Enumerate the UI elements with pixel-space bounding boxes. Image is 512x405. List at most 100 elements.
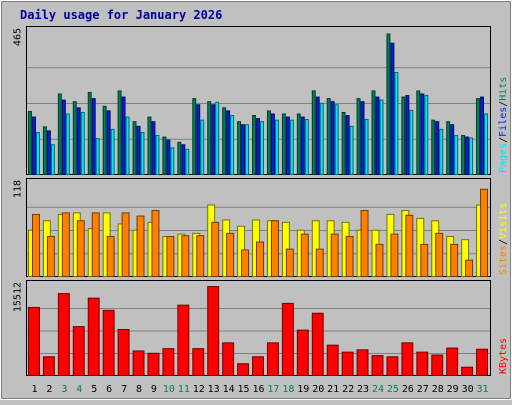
bar-sites-day-10 <box>166 236 175 278</box>
bar-pages-day-14 <box>230 115 235 175</box>
bar-pages-day-17 <box>274 119 279 176</box>
bar-sites-day-19 <box>300 233 309 277</box>
bar-hits-day-22 <box>341 111 346 175</box>
bar-visits-day-30 <box>461 239 470 278</box>
legend-sites: Sites <box>498 245 509 275</box>
bar-hits-day-23 <box>356 98 361 175</box>
bar-files-day-11 <box>181 144 186 176</box>
bar-sites-day-23 <box>360 210 369 277</box>
bar-pages-day-29 <box>454 135 459 175</box>
bar-visits-day-20 <box>311 220 320 278</box>
x-tick-label-day-1: 1 <box>31 384 37 395</box>
chart-title: Daily usage for January 2026 <box>20 8 222 22</box>
x-tick-label-day-10: 10 <box>163 384 175 395</box>
bar-kbytes-day-18 <box>281 302 294 376</box>
bar-sites-day-2 <box>46 236 55 278</box>
bar-hits-day-16 <box>252 115 256 175</box>
bar-pages-day-3 <box>65 113 70 175</box>
bar-sites-day-5 <box>91 212 100 277</box>
bar-pages-day-23 <box>364 119 369 175</box>
bar-hits-day-21 <box>326 98 331 175</box>
bar-files-day-26 <box>405 95 410 175</box>
bar-sites-day-1 <box>32 213 40 278</box>
bar-hits-day-6 <box>102 105 107 175</box>
x-tick-label-day-3: 3 <box>61 384 67 395</box>
legend-separator: / <box>498 101 509 107</box>
bar-sites-day-15 <box>241 249 250 277</box>
bar-pages-day-30 <box>469 137 474 175</box>
bar-pages-day-4 <box>80 111 85 175</box>
bar-sites-day-20 <box>315 248 324 278</box>
x-tick-label-day-4: 4 <box>76 384 82 395</box>
bar-sites-day-11 <box>181 235 190 278</box>
x-tick-label-day-28: 28 <box>432 384 444 395</box>
x-tick-label-day-23: 23 <box>357 384 369 395</box>
bar-sites-day-9 <box>151 210 160 277</box>
x-tick-label-day-19: 19 <box>297 384 309 395</box>
x-tick-label-day-8: 8 <box>136 384 142 395</box>
bar-sites-day-6 <box>106 236 115 278</box>
bar-files-day-1 <box>32 116 36 175</box>
bar-pages-day-16 <box>260 121 264 175</box>
bar-pages-day-19 <box>304 119 309 175</box>
bar-files-day-14 <box>226 110 231 176</box>
bar-sites-day-28 <box>435 232 444 278</box>
bar-files-day-15 <box>241 124 246 175</box>
bar-pages-day-15 <box>245 124 250 175</box>
bar-pages-day-2 <box>50 144 55 176</box>
bar-kbytes-day-27 <box>416 351 429 377</box>
bar-files-day-12 <box>196 104 201 175</box>
x-tick-label-day-22: 22 <box>342 384 354 395</box>
legend-hits-files-pages: Pages/Files/Hits <box>498 77 509 173</box>
bar-kbytes-day-1 <box>28 306 40 376</box>
x-tick-label-day-12: 12 <box>193 384 205 395</box>
bar-kbytes-day-19 <box>296 329 309 376</box>
bar-sites-day-22 <box>345 236 354 278</box>
bar-kbytes-day-13 <box>207 286 220 376</box>
bar-hits-day-31 <box>476 98 480 175</box>
x-tick-label-day-29: 29 <box>447 384 459 395</box>
bar-files-day-16 <box>256 118 260 175</box>
bar-hits-day-5 <box>87 91 92 175</box>
bar-kbytes-day-20 <box>311 312 324 376</box>
bar-kbytes-day-26 <box>401 342 414 376</box>
y-max-label-hits-files-pages: 465 <box>12 28 23 46</box>
bar-kbytes-day-23 <box>356 349 369 376</box>
x-tick-label-day-21: 21 <box>327 384 339 395</box>
bar-kbytes-day-6 <box>102 309 115 377</box>
bar-sites-day-16 <box>256 241 264 278</box>
bar-pages-day-11 <box>185 148 190 175</box>
bar-kbytes-day-10 <box>162 348 175 377</box>
x-tick-label-day-6: 6 <box>106 384 112 395</box>
bar-pages-day-22 <box>349 125 354 175</box>
bar-files-day-27 <box>420 93 425 175</box>
bar-kbytes-day-28 <box>431 354 444 376</box>
bar-pages-day-20 <box>319 102 324 175</box>
bar-sites-day-14 <box>226 232 235 278</box>
bar-files-day-28 <box>435 121 440 175</box>
bar-hits-day-25 <box>386 33 391 176</box>
bar-files-day-18 <box>285 116 290 175</box>
bar-files-day-24 <box>375 96 380 175</box>
x-tick-label-day-17: 17 <box>267 384 279 395</box>
bar-hits-day-18 <box>281 113 286 175</box>
bar-sites-day-24 <box>375 243 384 277</box>
x-tick-label-day-7: 7 <box>121 384 127 395</box>
outer-border-dark <box>1 1 511 399</box>
bar-kbytes-day-29 <box>446 347 459 377</box>
bar-pages-day-24 <box>379 99 384 175</box>
y-max-label-visits-sites: 118 <box>12 180 23 198</box>
x-tick-label-day-30: 30 <box>462 384 474 395</box>
bar-hits-day-28 <box>431 119 436 176</box>
bar-kbytes-day-16 <box>252 356 264 377</box>
legend-visits: Visits <box>498 203 509 239</box>
x-tick-label-day-5: 5 <box>91 384 97 395</box>
bar-pages-day-26 <box>409 109 414 175</box>
bar-hits-day-26 <box>401 96 406 175</box>
bar-kbytes-day-9 <box>147 352 160 377</box>
bar-files-day-13 <box>211 104 216 175</box>
bar-hits-day-8 <box>132 121 137 175</box>
bar-kbytes-day-21 <box>326 344 339 376</box>
legend-kbytes: KBytes <box>498 338 509 374</box>
